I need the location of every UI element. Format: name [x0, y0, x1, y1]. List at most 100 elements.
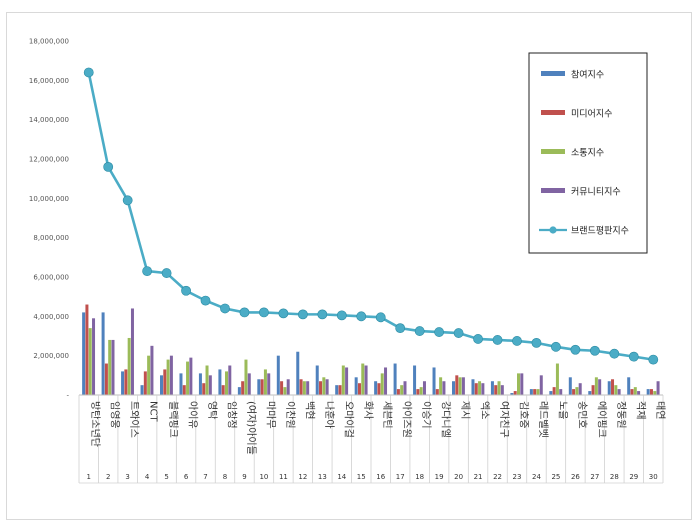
bar-미디어지수 [455, 375, 459, 395]
x-category-label: 화사 [362, 401, 374, 419]
line-point [103, 161, 114, 172]
x-category-label: 이찬원 [284, 401, 296, 429]
x-rank-label: 8 [223, 473, 227, 481]
bar-참여지수 [296, 351, 300, 395]
bar-소통지수 [380, 373, 384, 395]
bar-참여지수 [276, 355, 280, 395]
y-tick-label: 6,000,000 [33, 274, 69, 282]
bar-커뮤니티지수 [520, 373, 524, 395]
bar-미디어지수 [533, 389, 537, 395]
bar-미디어지수 [416, 389, 420, 395]
x-rank-label: 5 [164, 473, 168, 481]
x-rank-label: 19 [435, 473, 444, 481]
y-tick-label: 2,000,000 [33, 352, 69, 360]
x-category-label: 백현 [303, 401, 315, 419]
y-axis: - 2,000,000 4,000,000 6,000,000 8,000,000 10,… [29, 38, 70, 400]
bar-참여지수 [237, 387, 241, 395]
bar-참여지수 [452, 381, 455, 395]
bar-소통지수 [263, 369, 267, 395]
bar-커뮤니티지수 [637, 391, 641, 395]
x-category-label: 노을 [556, 401, 568, 419]
bar-참여지수 [257, 379, 261, 395]
legend-entry-label: 커뮤니티지수 [571, 187, 621, 198]
line-point [453, 328, 464, 338]
bar-참여지수 [354, 377, 358, 395]
line-point [317, 309, 328, 320]
bar-미디어지수 [552, 387, 556, 395]
y-tick-label: 16,000,000 [29, 77, 69, 85]
bar-소통지수 [244, 359, 248, 395]
x-category-label: 제시 [459, 401, 471, 419]
x-category-label: 아이유 [187, 401, 199, 429]
y-tick-label: 14,000,000 [29, 116, 69, 124]
bar-커뮤니티지수 [364, 365, 368, 395]
bar-참여지수 [82, 312, 86, 395]
x-category-label: 방탄소년단 [89, 401, 101, 447]
x-rank-label: 25 [551, 473, 560, 481]
bar-커뮤니티지수 [247, 373, 251, 395]
legend-entry-label: 소통지수 [571, 148, 604, 159]
bar-미디어지수 [494, 385, 498, 395]
x-category-label: 강다니엘 [440, 401, 453, 438]
x-rank-label: 30 [649, 473, 658, 481]
bar-소통지수 [458, 377, 462, 395]
x-rank-label: 28 [610, 473, 619, 481]
legend-entry-label: 브랜드평판지수 [571, 226, 629, 237]
x-rank-label: 3 [125, 473, 129, 481]
legend-swatch [541, 188, 565, 193]
x-category-label: NCT [148, 401, 159, 422]
x-category-label: 오마이걸 [342, 401, 355, 438]
x-rank-label: 11 [279, 473, 288, 481]
bar-참여지수 [568, 377, 572, 395]
line-point [551, 341, 561, 352]
bar-미디어지수 [299, 379, 303, 395]
bar-커뮤니티지수 [92, 318, 96, 395]
bar-참여지수 [588, 391, 592, 395]
bar-커뮤니티지수 [150, 345, 154, 395]
bar-커뮤니티지수 [442, 381, 446, 395]
bar-미디어지수 [260, 379, 264, 395]
legend-swatch [541, 71, 565, 76]
bar-미디어지수 [572, 389, 576, 395]
line-point [375, 312, 386, 323]
bar-소통지수 [575, 387, 579, 395]
bar-참여지수 [490, 381, 494, 395]
x-category-label: 김호중 [518, 401, 530, 429]
bar-소통지수 [322, 377, 326, 395]
x-category-label: 영탁 [206, 401, 218, 419]
x-rank-label: 18 [415, 473, 424, 481]
bar-소통지수 [302, 381, 306, 395]
bar-참여지수 [549, 391, 553, 395]
bar-커뮤니티지수 [267, 373, 271, 395]
bar-소통지수 [341, 365, 345, 395]
line-point [259, 307, 269, 318]
bar-소통지수 [400, 385, 404, 395]
line-point [181, 285, 191, 296]
x-category-label: 나훈아 [323, 401, 336, 429]
line-point [473, 334, 483, 344]
x-category-label: 이승기 [420, 401, 432, 429]
line-point [531, 337, 542, 348]
bar-커뮤니티지수 [208, 375, 212, 395]
x-rank-label: 6 [184, 473, 189, 481]
x-rank-label: 13 [318, 473, 327, 481]
x-rank-label: 26 [571, 473, 580, 481]
x-rank-label: 2 [106, 473, 110, 481]
bar-소통지수 [439, 377, 443, 395]
legend-entry-label: 참여지수 [571, 69, 604, 81]
bar-미디어지수 [357, 383, 361, 395]
bar-미디어지수 [630, 389, 634, 395]
bar-미디어지수 [182, 385, 186, 395]
x-category-label: 트와이스 [128, 401, 140, 438]
x-category-label: 임창정 [226, 401, 239, 429]
bar-참여지수 [510, 393, 514, 395]
bar-series-group [82, 304, 660, 395]
bar-참여지수 [413, 365, 417, 395]
x-category-label: (여자)아이들 [245, 401, 257, 455]
line-series-group [83, 67, 659, 365]
bar-커뮤니티지수 [539, 375, 543, 395]
x-rank-label: 16 [376, 473, 385, 481]
line-point [220, 303, 230, 314]
x-category-label: 임영웅 [109, 401, 122, 429]
x-rank-label: 22 [493, 473, 502, 481]
